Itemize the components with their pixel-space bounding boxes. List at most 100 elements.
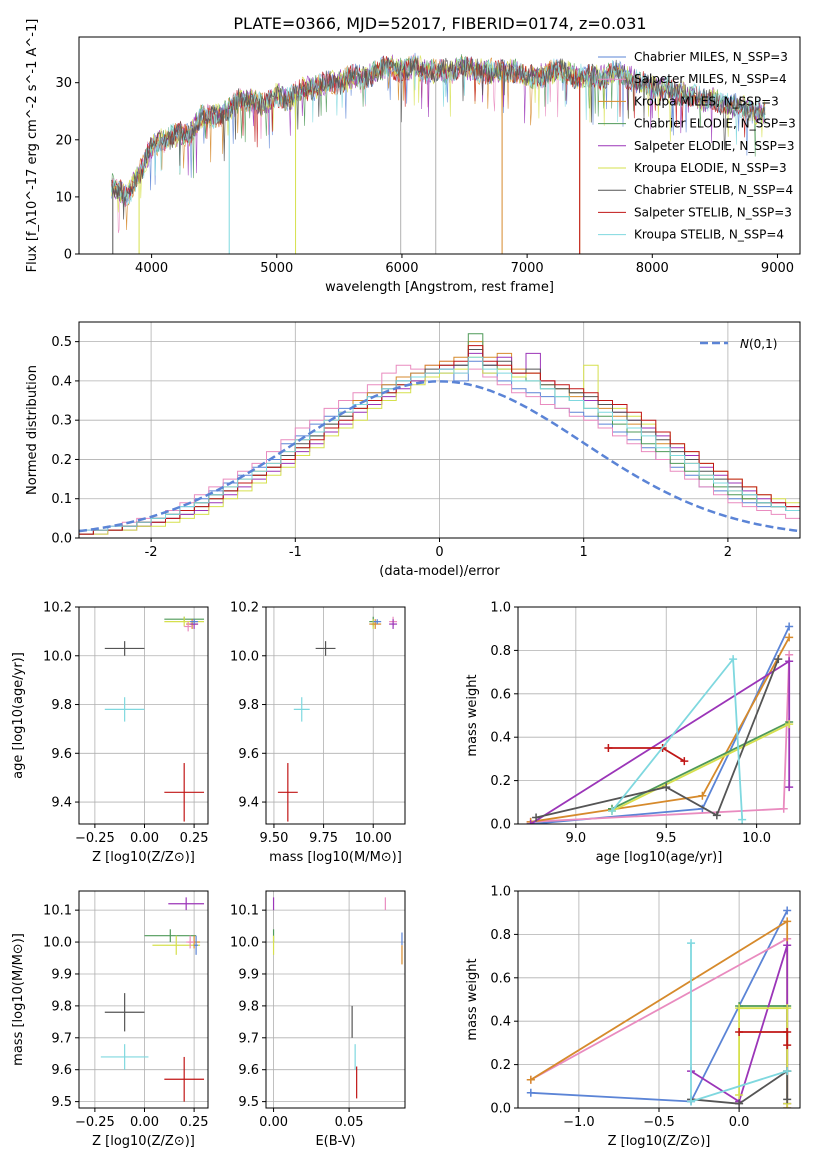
weight-line — [611, 723, 790, 812]
errorbar-point — [152, 935, 201, 955]
age-vs-Z-ytick-label: 10.0 — [43, 649, 72, 664]
weight-vs-Z-xtick-label: −0.5 — [643, 1115, 675, 1130]
weight-marker — [779, 804, 788, 813]
errorbar-point — [164, 763, 205, 822]
errorbar-point — [190, 619, 199, 625]
weight-vs-age-ytick-label: 0.2 — [490, 774, 511, 789]
age-vs-Z-decor: −0.25 0.00 0.25 9.4 9.6 9.8 10.0 10.2 Z [log10(Z… — [11, 601, 209, 866]
spectrum-xtick-label: 4000 — [135, 261, 168, 276]
residuals-xtick-label: 2 — [724, 545, 732, 560]
weight-line — [738, 1007, 789, 1104]
weight-marker — [735, 1004, 744, 1013]
errorbar-point — [293, 697, 310, 722]
age-vs-mass-ytick-label: 10.0 — [230, 649, 259, 664]
weight-vs-Z-lines — [526, 906, 792, 1108]
weight-marker — [783, 1004, 792, 1013]
errorbar-point — [104, 641, 145, 656]
legend-label: Kroupa STELIB, N_SSP=4 — [634, 228, 784, 242]
weight-line — [535, 658, 780, 819]
errorbar-point — [104, 993, 145, 1032]
weight-vs-Z-decor: −1.0 −0.5 0.0 0.0 0.2 0.4 0.6 0.8 1.0 Z [log10(Z/… — [465, 885, 801, 1149]
weight-marker — [662, 783, 671, 792]
mass-vs-Z-ytick-label: 10.1 — [43, 904, 72, 919]
weight-vs-Z-ytick-label: 0.6 — [490, 971, 511, 986]
age-vs-Z-ytick-label: 10.2 — [43, 601, 72, 616]
errorbar-point — [194, 935, 199, 955]
age-vs-mass-ytick-label: 9.4 — [238, 796, 259, 811]
age-vs-Z-ylabel: age [log10(age/yr)] — [11, 652, 26, 779]
residuals-ytick-label: 0.4 — [51, 374, 72, 389]
spectrum-xtick-label: 8000 — [636, 261, 669, 276]
weight-marker — [526, 1088, 535, 1097]
age-vs-Z-xtick-label: 0.25 — [180, 831, 209, 846]
legend-label: Chabrier MILES, N_SSP=3 — [634, 50, 788, 64]
errorbar-point — [389, 619, 398, 629]
figure-title: PLATE=0366, MJD=52017, FIBERID=0174, z=0… — [233, 14, 646, 33]
errorbar-point — [168, 897, 205, 911]
weight-vs-age-lines — [526, 622, 794, 824]
weight-vs-age-ytick-label: 1.0 — [490, 601, 511, 616]
mass-vs-Z-xlabel: Z [log10(Z/Z⊙)] — [92, 1134, 195, 1149]
weight-marker — [687, 939, 696, 948]
mass-vs-Z-decor: −0.25 0.00 0.25 9.5 9.6 9.7 9.8 9.9 10.0 10.1 Z [l… — [11, 890, 209, 1149]
weight-marker — [774, 655, 783, 664]
weight-vs-age-ytick-label: 0.0 — [490, 818, 511, 833]
weight-vs-Z-xtick-label: −1.0 — [563, 1115, 595, 1130]
weight-line — [608, 747, 685, 762]
residuals-xtick-label: 1 — [580, 545, 588, 560]
residuals-xtick-label: -2 — [145, 545, 158, 560]
spectrum-ylabel: Flux [f_λ10^-17 erg cm^-2 s^-1 A^-1] — [25, 19, 40, 273]
mass-vs-EBV-xtick-label: 0.00 — [259, 1115, 288, 1130]
weight-marker — [680, 757, 689, 766]
weight-marker — [526, 1075, 535, 1084]
mass-vs-Z-xtick-label: 0.25 — [180, 1115, 209, 1130]
weight-marker — [783, 1067, 792, 1076]
residuals-ytick-label: 0.0 — [51, 532, 72, 547]
spectrum-xlabel: wavelength [Angstrom, rest frame] — [325, 280, 554, 295]
mass-vs-EBV-xlabel: E(B-V) — [315, 1134, 355, 1149]
residuals-ytick-label: 0.3 — [51, 414, 72, 429]
weight-vs-age-ytick-label: 0.4 — [490, 731, 511, 746]
errorbar-point — [186, 935, 195, 949]
mass-vs-Z-ytick-label: 9.5 — [51, 1095, 72, 1110]
weight-vs-age-xtick-label: 10.0 — [742, 831, 771, 846]
weight-marker — [785, 657, 794, 666]
weight-marker — [783, 917, 792, 926]
age-vs-mass-ytick-label: 10.2 — [230, 601, 259, 616]
weight-vs-Z-ytick-label: 0.8 — [490, 928, 511, 943]
residuals-ytick-label: 0.5 — [51, 335, 72, 350]
legend-label: N(0,1) — [740, 337, 777, 351]
weight-line — [530, 626, 791, 824]
weight-vs-Z-ytick-label: 0.4 — [490, 1015, 511, 1030]
errorbar-point — [277, 763, 298, 822]
legend-label: Chabrier STELIB, N_SSP=4 — [634, 183, 793, 197]
errorbar-point — [373, 619, 382, 625]
weight-vs-Z-ytick-label: 0.2 — [490, 1058, 511, 1073]
spectrum-line — [111, 57, 766, 220]
spectrum-decor: 4000 5000 6000 7000 8000 9000 0 10 20 30 wavelengt… — [25, 19, 801, 295]
age-vs-Z-ytick-label: 9.6 — [51, 747, 72, 762]
weight-vs-Z-axes — [518, 890, 800, 1109]
weight-vs-Z-ylabel: mass weight — [465, 958, 480, 1040]
spectrum-ytick-label: 0 — [64, 248, 72, 263]
age-vs-mass-xtick-label: 9.75 — [309, 831, 338, 846]
weight-marker — [532, 813, 541, 822]
mass-vs-Z-axes — [79, 891, 208, 1108]
weight-marker — [687, 1097, 696, 1106]
weight-marker — [785, 633, 794, 642]
spectrum-xtick-label: 6000 — [385, 261, 418, 276]
mass-vs-Z-ytick-label: 9.7 — [51, 1031, 72, 1046]
age-vs-mass-decor: 9.50 9.75 10.00 9.4 9.6 9.8 10.0 10.2 mass [log1… — [230, 601, 406, 865]
legend-label: Chabrier ELODIE, N_SSP=3 — [634, 117, 796, 131]
weight-marker — [785, 622, 794, 631]
mass-vs-EBV-xtick-label: 0.05 — [335, 1115, 364, 1130]
age-vs-mass-xtick-label: 10.00 — [355, 831, 392, 846]
legend-label: Salpeter STELIB, N_SSP=3 — [634, 205, 792, 219]
weight-vs-age-xlabel: age [log10(age/yr)] — [596, 850, 723, 865]
legend-label-part: (0,1) — [749, 337, 777, 351]
mass-vs-EBV-ytick-label: 9.8 — [238, 999, 259, 1014]
weight-marker — [608, 806, 616, 815]
residuals-axes — [79, 322, 800, 539]
age-vs-Z-ytick-label: 9.4 — [51, 796, 72, 811]
